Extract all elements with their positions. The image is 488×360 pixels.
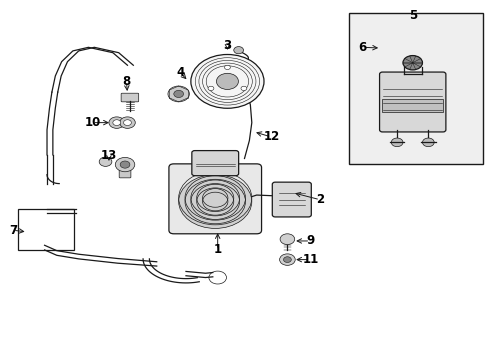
Circle shape (123, 120, 131, 126)
Text: 8: 8 (122, 75, 130, 88)
Text: 6: 6 (358, 41, 366, 54)
Text: 5: 5 (408, 9, 416, 22)
Circle shape (167, 86, 189, 102)
Text: 2: 2 (315, 193, 324, 206)
Circle shape (224, 65, 230, 69)
Circle shape (241, 86, 246, 90)
Text: 12: 12 (263, 130, 279, 144)
Circle shape (120, 161, 130, 168)
Bar (348, 13, 483, 164)
Circle shape (99, 157, 112, 166)
Text: 13: 13 (101, 149, 117, 162)
Circle shape (190, 54, 264, 108)
Circle shape (280, 234, 294, 244)
Bar (382, 99, 442, 112)
Circle shape (279, 254, 295, 265)
FancyBboxPatch shape (379, 72, 445, 132)
Text: 11: 11 (302, 253, 318, 266)
Circle shape (422, 138, 433, 147)
Text: 10: 10 (84, 116, 101, 129)
Text: 3: 3 (223, 39, 231, 52)
Text: 7: 7 (9, 224, 17, 237)
Circle shape (173, 90, 183, 98)
Text: 9: 9 (305, 234, 314, 247)
Text: 1: 1 (213, 243, 221, 256)
Circle shape (233, 46, 243, 54)
FancyBboxPatch shape (272, 182, 311, 217)
Circle shape (178, 175, 251, 228)
Text: 4: 4 (176, 66, 184, 79)
Circle shape (115, 157, 135, 172)
Circle shape (120, 117, 135, 129)
FancyBboxPatch shape (168, 164, 261, 234)
Circle shape (390, 138, 402, 147)
Circle shape (283, 257, 291, 262)
FancyBboxPatch shape (119, 164, 131, 178)
Circle shape (113, 120, 121, 126)
FancyBboxPatch shape (191, 150, 238, 176)
Bar (18, 209, 74, 250)
Circle shape (207, 86, 213, 90)
Circle shape (216, 73, 238, 89)
Circle shape (402, 55, 422, 70)
FancyBboxPatch shape (121, 93, 139, 102)
Circle shape (109, 117, 124, 129)
